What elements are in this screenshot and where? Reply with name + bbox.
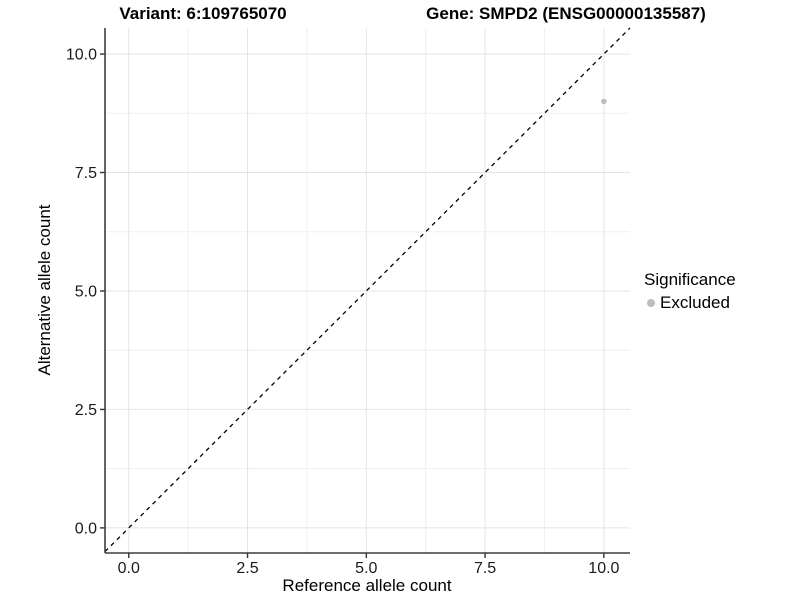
- x-axis-title: Reference allele count: [282, 576, 452, 595]
- legend-entry-label: Excluded: [660, 293, 730, 312]
- x-tick-label: 0.0: [118, 560, 140, 577]
- y-tick-label: 0.0: [75, 520, 97, 537]
- legend: Significance Excluded: [644, 270, 736, 313]
- plot-title-gene: Gene: SMPD2 (ENSG00000135587): [426, 4, 706, 23]
- y-axis-title: Alternative allele count: [35, 204, 54, 376]
- legend-entry-excluded: Excluded: [644, 293, 736, 313]
- x-tick-label: 10.0: [588, 560, 619, 577]
- y-tick-label: 7.5: [75, 165, 97, 182]
- data-point-excluded: [601, 98, 607, 105]
- plot-title-variant: Variant: 6:109765070: [119, 4, 287, 23]
- x-tick-label: 5.0: [355, 560, 377, 577]
- y-tick-label: 10.0: [66, 47, 97, 64]
- y-tick-label: 2.5: [75, 402, 97, 419]
- x-tick-label: 7.5: [474, 560, 496, 577]
- identity-line: [104, 27, 631, 553]
- x-tick-label: 2.5: [236, 560, 258, 577]
- legend-key-dot-icon: [647, 299, 655, 307]
- legend-title: Significance: [644, 270, 736, 289]
- y-tick-label: 5.0: [75, 283, 97, 300]
